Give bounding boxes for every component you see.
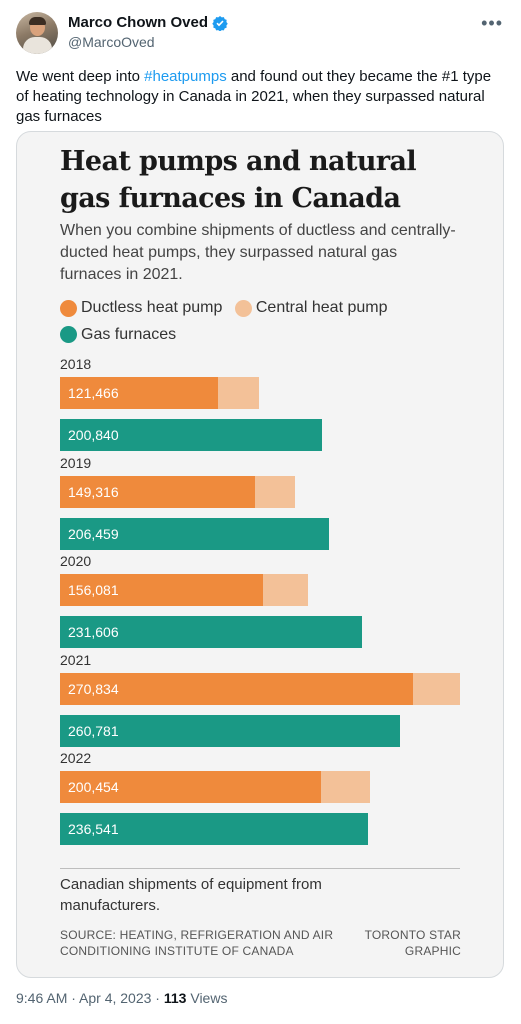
legend-swatch-ductless xyxy=(60,299,77,317)
legend-swatch-gas xyxy=(60,326,77,343)
chart-title: Heat pumps and natural gas furnaces in C… xyxy=(60,146,417,214)
year-label-2019: 2019 xyxy=(60,454,92,471)
gas-furnace-bar-2022: 236,541 xyxy=(60,813,369,845)
views-count: 113 xyxy=(163,990,187,1006)
legend-label-gas: Gas furnaces xyxy=(81,325,177,343)
legend-item-central: Central heat pump xyxy=(234,297,388,319)
more-icon[interactable]: ••• xyxy=(481,13,503,33)
gas-value-label-2021: 260,781 xyxy=(68,722,119,739)
ductless-bar-2019 xyxy=(60,475,255,508)
gas-value-label-2018: 200,840 xyxy=(68,427,119,443)
chart-divider xyxy=(60,868,460,869)
ductless-bar-2021 xyxy=(60,672,414,705)
heat-pump-bar-2018: 121,466 xyxy=(60,377,259,409)
views-label: Views xyxy=(186,990,228,1006)
verified-badge-icon xyxy=(212,15,228,31)
tweet-timestamp[interactable]: 9:46 AM · Apr 4, 2023 · xyxy=(16,990,164,1006)
heat-pump-bar-2020: 156,081 xyxy=(60,574,308,606)
gas-furnace-bar-2018: 200,840 xyxy=(60,419,322,451)
heat-pump-bar-2022: 200,454 xyxy=(60,771,370,803)
legend-item-ductless: Ductless heat pump xyxy=(60,297,222,319)
chart-legend: Ductless heat pump Central heat pump Gas… xyxy=(60,297,480,350)
gas-furnace-bar-2019: 206,459 xyxy=(60,517,330,550)
ductless-bar-2018 xyxy=(60,377,219,409)
author-handle[interactable]: @MarcoOved xyxy=(68,34,155,50)
chart-subtitle: When you combine shipments of ductless a… xyxy=(60,222,456,283)
central-bar-2022 xyxy=(321,771,370,803)
gas-value-label-2020: 231,606 xyxy=(68,624,119,640)
year-label-2020: 2020 xyxy=(60,553,92,569)
heat-pump-bar-2019: 149,316 xyxy=(60,475,296,508)
heat-pump-value-label-2020: 156,081 xyxy=(68,582,119,598)
legend-swatch-central xyxy=(234,299,252,317)
gas-value-label-2022: 236,541 xyxy=(68,821,119,837)
tweet-text: We went deep into #heatpumps and found o… xyxy=(16,67,506,127)
chart-note: Canadian shipments of equipment from man… xyxy=(60,876,322,914)
heat-pump-value-label-2019: 149,316 xyxy=(68,483,119,500)
central-bar-2019 xyxy=(254,475,296,508)
chart-credit: TORONTO STAR GRAPHIC xyxy=(364,928,461,958)
tweet-meta: 9:46 AM · Apr 4, 2023 · 113 Views xyxy=(16,990,227,1006)
central-bar-2021 xyxy=(413,672,460,705)
legend-item-gas: Gas furnaces xyxy=(60,324,176,346)
tweet-text-after: and found out they became the #1 type of… xyxy=(16,68,492,125)
ductless-bar-2022 xyxy=(60,771,322,803)
heat-pump-value-label-2021: 270,834 xyxy=(68,680,119,697)
year-label-2022: 2022 xyxy=(60,750,92,766)
year-label-2021: 2021 xyxy=(60,651,92,668)
gas-furnace-bar-2021: 260,781 xyxy=(60,714,400,747)
avatar[interactable] xyxy=(16,12,58,54)
heat-pump-value-label-2018: 121,466 xyxy=(68,385,119,401)
tweet-text-before: We went deep into xyxy=(16,68,145,85)
hashtag-link[interactable]: #heatpumps xyxy=(144,68,227,85)
heat-pump-value-label-2022: 200,454 xyxy=(68,779,119,795)
author-name[interactable]: Marco Chown Oved xyxy=(68,14,228,31)
chart-source: SOURCE: HEATING, REFRIGERATION AND AIR C… xyxy=(60,928,334,958)
chart-image-card[interactable]: Heat pumps and natural gas furnaces in C… xyxy=(16,131,504,978)
author-name-text[interactable]: Marco Chown Oved xyxy=(68,14,209,31)
gas-furnace-bar-2020: 231,606 xyxy=(60,616,362,648)
central-bar-2018 xyxy=(218,377,259,409)
legend-label-ductless: Ductless heat pump xyxy=(81,299,223,316)
heat-pump-bar-2021: 270,834 xyxy=(60,672,460,705)
year-label-2018: 2018 xyxy=(60,356,92,372)
legend-label-central: Central heat pump xyxy=(255,299,388,316)
central-bar-2020 xyxy=(263,574,308,606)
ductless-bar-2020 xyxy=(60,574,264,606)
gas-value-label-2019: 206,459 xyxy=(68,525,119,542)
